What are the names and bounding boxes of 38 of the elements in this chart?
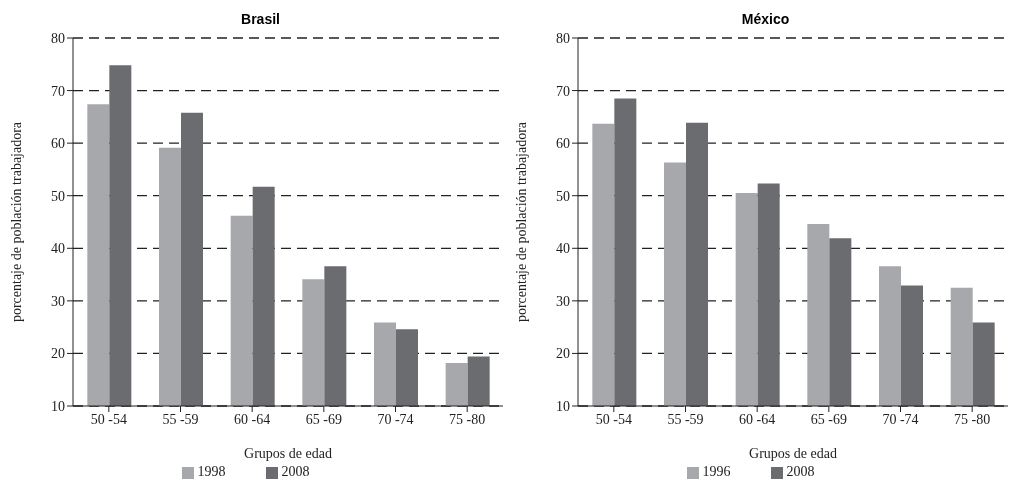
- x-tick-label: 50 -54: [90, 411, 127, 427]
- y-tick-label: 30: [556, 293, 570, 309]
- chart-title: México: [740, 10, 791, 29]
- y-tick-label: 40: [51, 241, 65, 257]
- x-tick-label: 60 -64: [739, 411, 776, 427]
- x-tick-label: 65 -69: [305, 411, 342, 427]
- y-tick-label: 60: [556, 136, 570, 152]
- y-tick-label: 60: [51, 136, 65, 152]
- x-tick-label: 75 -80: [449, 411, 486, 427]
- y-axis-title: porcentaje de población trabajadora: [8, 121, 24, 323]
- x-tick-label: 70 -74: [882, 411, 919, 427]
- legend-label: 1996: [702, 464, 731, 479]
- y-tick-label: 80: [556, 30, 570, 46]
- y-axis-title: porcentaje de población trabajadora: [513, 121, 529, 323]
- x-axis-title: Grupos de edad: [244, 446, 332, 461]
- y-tick-label: 70: [556, 83, 570, 99]
- x-axis-title: Grupos de edad: [749, 446, 837, 461]
- legend-label: 2008: [281, 464, 310, 479]
- y-tick-label: 50: [556, 188, 570, 204]
- x-tick-label: 65 -69: [810, 411, 847, 427]
- legend-label: 1998: [197, 464, 226, 479]
- y-tick-label: 10: [556, 398, 570, 414]
- x-tick-label: 70 -74: [377, 411, 414, 427]
- y-tick-label: 20: [51, 346, 65, 362]
- x-tick-label: 55 -59: [667, 411, 704, 427]
- x-tick-label: 55 -59: [162, 411, 199, 427]
- y-tick-label: 40: [556, 241, 570, 257]
- y-tick-label: 70: [51, 83, 65, 99]
- x-tick-label: 60 -64: [234, 411, 271, 427]
- y-tick-label: 20: [556, 346, 570, 362]
- x-tick-label: 50 -54: [595, 411, 632, 427]
- y-tick-label: 50: [51, 188, 65, 204]
- y-tick-label: 30: [51, 293, 65, 309]
- x-tick-label: 75 -80: [954, 411, 991, 427]
- chart-title: Brasil: [240, 10, 281, 29]
- y-tick-label: 80: [51, 30, 65, 46]
- y-tick-label: 10: [51, 398, 65, 414]
- legend-label: 2008: [786, 464, 815, 479]
